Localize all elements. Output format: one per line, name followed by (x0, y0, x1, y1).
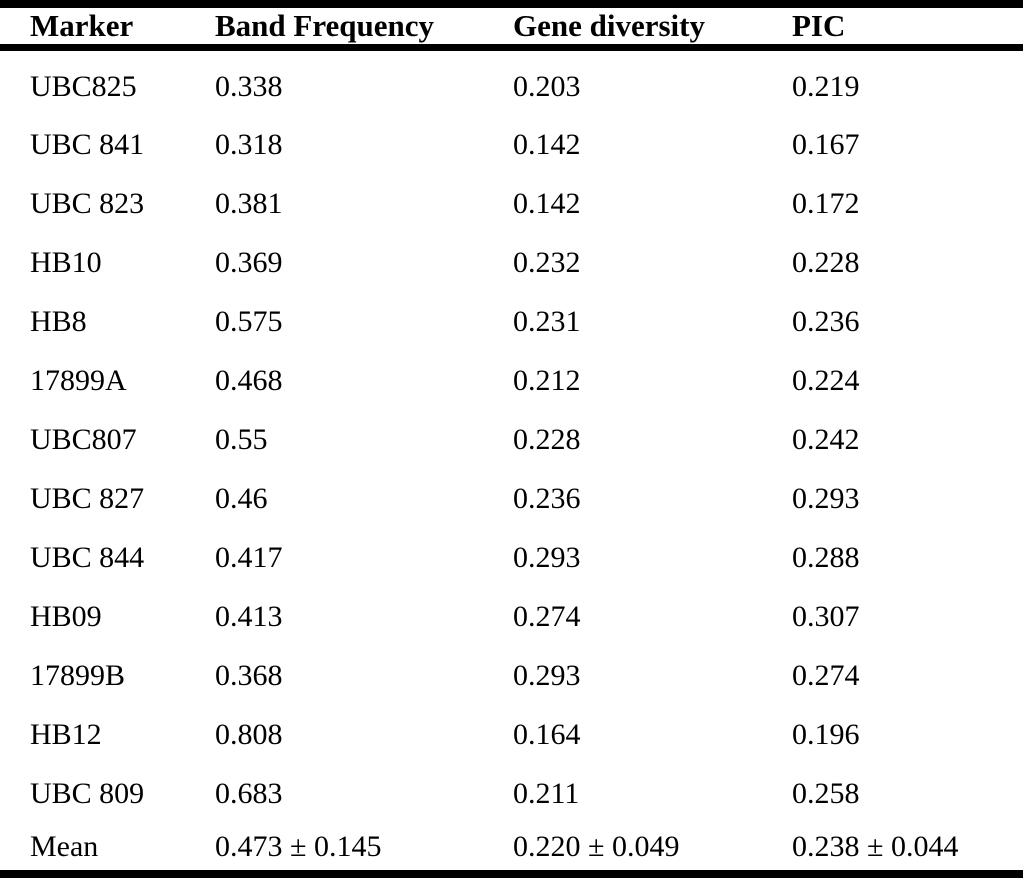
table-row: UBC 827 0.46 0.236 0.293 (0, 470, 1023, 529)
header-cell-pic: PIC (792, 8, 846, 43)
cell-band-frequency: 0.55 (215, 423, 268, 456)
cell-gene-diversity: 0.231 (513, 305, 581, 338)
cell-pic: 0.196 (792, 718, 860, 751)
cell-marker: 17899A (30, 364, 127, 397)
cell-marker: UBC 827 (30, 482, 145, 515)
header-cell-marker: Marker (30, 8, 134, 43)
table-row: UBC807 0.55 0.228 0.242 (0, 411, 1023, 470)
cell-pic: 0.242 (792, 423, 860, 456)
cell-marker: UBC 844 (30, 541, 145, 574)
cell-band-frequency: 0.575 (215, 305, 283, 338)
cell-marker: UBC 823 (30, 187, 145, 220)
table-row: 17899A 0.468 0.212 0.224 (0, 352, 1023, 411)
table-row: HB8 0.575 0.231 0.236 (0, 293, 1023, 352)
cell-gene-diversity: 0.142 (513, 128, 581, 161)
cell-gene-diversity: 0.274 (513, 600, 581, 633)
cell-gene-diversity: 0.211 (513, 777, 580, 810)
cell-gene-diversity: 0.220 ± 0.049 (513, 829, 680, 863)
cell-gene-diversity: 0.228 (513, 423, 581, 456)
cell-band-frequency: 0.413 (215, 600, 283, 633)
cell-marker: HB8 (30, 305, 87, 338)
table-body: UBC825 0.338 0.203 0.219 UBC 841 0.318 0… (0, 48, 1023, 874)
cell-pic: 0.238 ± 0.044 (792, 829, 959, 863)
cell-band-frequency: 0.338 (215, 70, 283, 104)
cell-gene-diversity: 0.142 (513, 187, 581, 220)
cell-pic: 0.293 (792, 482, 860, 515)
cell-pic: 0.224 (792, 364, 860, 397)
cell-band-frequency: 0.46 (215, 482, 268, 515)
cell-marker: 17899B (30, 659, 126, 692)
cell-pic: 0.307 (792, 600, 860, 633)
cell-band-frequency: 0.417 (215, 541, 283, 574)
cell-pic: 0.288 (792, 541, 860, 574)
cell-band-frequency: 0.368 (215, 659, 283, 692)
header-row: Marker Band Frequency Gene diversity PIC (0, 4, 1023, 48)
cell-band-frequency: 0.369 (215, 246, 283, 279)
cell-gene-diversity: 0.212 (513, 364, 581, 397)
table-row: UBC 841 0.318 0.142 0.167 (0, 116, 1023, 175)
header-cell-gene-diversity: Gene diversity (513, 8, 705, 43)
table-row: UBC 844 0.417 0.293 0.288 (0, 529, 1023, 588)
cell-pic: 0.228 (792, 246, 860, 279)
cell-marker: UBC825 (30, 70, 137, 104)
cell-pic: 0.219 (792, 70, 860, 104)
cell-pic: 0.236 (792, 305, 860, 338)
table-row: UBC825 0.338 0.203 0.219 (0, 48, 1023, 116)
cell-band-frequency: 0.808 (215, 718, 283, 751)
cell-gene-diversity: 0.164 (513, 718, 581, 751)
cell-marker: Mean (30, 829, 99, 863)
table-row: HB12 0.808 0.164 0.196 (0, 706, 1023, 765)
cell-pic: 0.274 (792, 659, 860, 692)
header-cell-band-frequency: Band Frequency (215, 8, 435, 43)
cell-band-frequency: 0.318 (215, 128, 283, 161)
cell-gene-diversity: 0.293 (513, 541, 581, 574)
cell-pic: 0.167 (792, 128, 860, 161)
cell-band-frequency: 0.468 (215, 364, 283, 397)
cell-marker: HB09 (30, 600, 102, 633)
cell-marker: HB10 (30, 246, 102, 279)
cell-marker: UBC 809 (30, 777, 145, 810)
cell-pic: 0.258 (792, 777, 860, 810)
cell-marker: UBC807 (30, 423, 137, 456)
cell-gene-diversity: 0.203 (513, 70, 581, 104)
table-row: HB09 0.413 0.274 0.307 (0, 588, 1023, 647)
cell-band-frequency: 0.473 ± 0.145 (215, 829, 382, 863)
cell-band-frequency: 0.683 (215, 777, 283, 810)
table-row: 17899B 0.368 0.293 0.274 (0, 647, 1023, 706)
cell-marker: HB12 (30, 718, 102, 751)
cell-gene-diversity: 0.232 (513, 246, 581, 279)
table-row: UBC 823 0.381 0.142 0.172 (0, 175, 1023, 234)
cell-marker: UBC 841 (30, 128, 145, 161)
cell-band-frequency: 0.381 (215, 187, 283, 220)
table-row: UBC 809 0.683 0.211 0.258 (0, 765, 1023, 824)
table-row-mean: Mean 0.473 ± 0.145 0.220 ± 0.049 0.238 ±… (0, 824, 1023, 874)
cell-pic: 0.172 (792, 187, 860, 220)
table-row: HB10 0.369 0.232 0.228 (0, 234, 1023, 293)
cell-gene-diversity: 0.236 (513, 482, 581, 515)
cell-gene-diversity: 0.293 (513, 659, 581, 692)
table-header: Marker Band Frequency Gene diversity PIC (0, 4, 1023, 48)
